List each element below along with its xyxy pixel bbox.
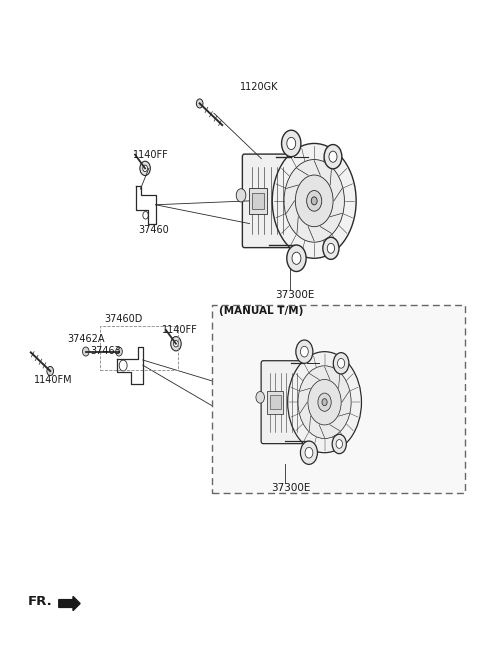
- Text: 37462A: 37462A: [67, 335, 104, 345]
- Circle shape: [337, 358, 345, 368]
- Circle shape: [236, 189, 246, 202]
- Circle shape: [287, 138, 296, 149]
- Circle shape: [282, 130, 301, 157]
- Bar: [252, 193, 264, 209]
- Circle shape: [288, 352, 361, 453]
- Circle shape: [300, 346, 308, 357]
- Circle shape: [287, 245, 306, 272]
- Circle shape: [318, 393, 331, 411]
- Circle shape: [284, 160, 345, 242]
- Circle shape: [83, 347, 89, 356]
- Circle shape: [327, 244, 335, 253]
- Text: (MANUAL T/M): (MANUAL T/M): [219, 306, 303, 316]
- Text: 1120GK: 1120GK: [240, 83, 278, 92]
- Text: 37460D: 37460D: [105, 314, 143, 324]
- Circle shape: [336, 440, 342, 448]
- Circle shape: [307, 191, 322, 211]
- Circle shape: [296, 340, 313, 364]
- Circle shape: [171, 337, 181, 351]
- Text: 1140FF: 1140FF: [133, 150, 169, 160]
- Circle shape: [295, 175, 333, 227]
- Circle shape: [116, 347, 122, 356]
- Bar: [270, 395, 280, 409]
- Circle shape: [140, 161, 150, 176]
- Circle shape: [329, 151, 337, 162]
- Text: 1140FF: 1140FF: [162, 326, 197, 335]
- Circle shape: [174, 341, 179, 347]
- Circle shape: [333, 352, 349, 374]
- Text: 37460: 37460: [138, 225, 169, 234]
- Circle shape: [143, 165, 147, 172]
- Circle shape: [324, 145, 342, 169]
- Circle shape: [119, 360, 127, 371]
- Text: 37463: 37463: [91, 346, 121, 356]
- Text: 37300E: 37300E: [276, 290, 315, 300]
- Bar: [249, 187, 267, 214]
- Circle shape: [332, 434, 347, 454]
- Circle shape: [298, 365, 351, 439]
- Circle shape: [300, 441, 317, 464]
- Circle shape: [196, 99, 203, 108]
- Circle shape: [305, 447, 313, 458]
- Circle shape: [323, 237, 339, 259]
- Circle shape: [311, 197, 317, 205]
- Circle shape: [322, 399, 327, 405]
- Bar: [212, 305, 466, 493]
- FancyBboxPatch shape: [261, 361, 320, 443]
- Circle shape: [292, 252, 301, 265]
- Text: 1140FM: 1140FM: [34, 375, 72, 384]
- FancyArrow shape: [59, 596, 80, 610]
- Circle shape: [272, 143, 356, 258]
- Circle shape: [308, 379, 341, 425]
- Circle shape: [256, 392, 264, 403]
- Bar: [267, 390, 283, 414]
- Bar: [100, 326, 179, 369]
- Circle shape: [47, 366, 54, 375]
- Text: 37300E: 37300E: [271, 483, 310, 493]
- FancyBboxPatch shape: [242, 154, 309, 248]
- Circle shape: [143, 212, 148, 219]
- Text: FR.: FR.: [27, 595, 52, 608]
